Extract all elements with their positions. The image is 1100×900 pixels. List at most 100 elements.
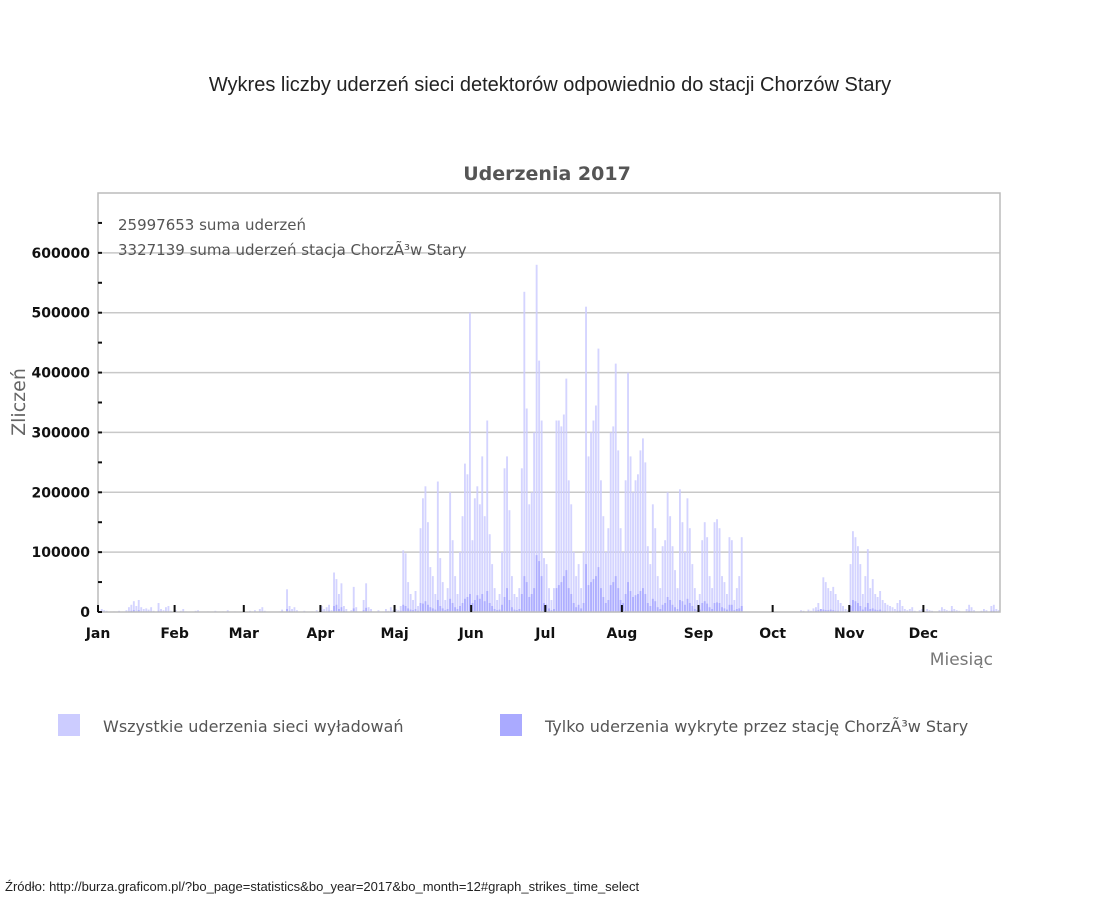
- bar-station-strikes: [852, 600, 854, 612]
- bar-station-strikes: [711, 609, 714, 612]
- bar-station-strikes: [602, 597, 605, 612]
- bar-all-strikes: [335, 579, 338, 612]
- bar-station-strikes: [876, 610, 879, 612]
- bar-station-strikes: [609, 585, 612, 612]
- bar-station-strikes: [439, 606, 442, 612]
- bar-station-strikes: [661, 604, 664, 612]
- bar-station-strikes: [701, 603, 704, 612]
- bar-all-strikes: [832, 586, 835, 612]
- bar-station-strikes: [419, 603, 422, 612]
- bar-station-strikes: [832, 610, 835, 612]
- bar-all-strikes: [226, 610, 229, 612]
- bar-station-strikes: [333, 606, 335, 612]
- bar-station-strikes: [570, 594, 573, 612]
- x-tick-label-jun: Jun: [458, 626, 484, 642]
- bar-all-strikes: [968, 604, 971, 612]
- bar-station-strikes: [491, 606, 494, 612]
- bar-station-strikes: [451, 603, 454, 612]
- bar-all-strikes: [604, 552, 607, 612]
- bar-station-strikes: [723, 608, 726, 612]
- bar-all-strikes: [703, 522, 706, 612]
- bar-all-strikes: [812, 608, 815, 612]
- bar-all-strikes: [918, 610, 921, 612]
- bar-all-strikes: [733, 600, 736, 612]
- bar-all-strikes: [921, 609, 924, 612]
- bar-station-strikes: [827, 610, 830, 612]
- bar-all-strikes: [402, 550, 405, 612]
- bar-all-strikes: [688, 528, 691, 612]
- bar-all-strikes: [849, 564, 852, 612]
- y-tick-label: 300000: [32, 425, 91, 441]
- bar-station-strikes: [422, 603, 424, 612]
- bar-all-strikes: [501, 552, 503, 612]
- bar-station-strikes: [414, 609, 417, 612]
- bar-all-strikes: [434, 594, 437, 612]
- bar-all-strikes: [580, 588, 583, 612]
- bar-all-strikes: [535, 264, 538, 612]
- bar-all-strikes: [669, 516, 672, 612]
- bar-station-strikes: [404, 606, 407, 612]
- bar-station-strikes: [617, 588, 620, 612]
- bar-all-strikes: [562, 414, 565, 612]
- bar-station-strikes: [540, 576, 543, 612]
- bar-station-strikes: [575, 607, 578, 612]
- bar-all-strikes: [350, 610, 353, 612]
- bar-station-strikes: [822, 609, 825, 612]
- bar-all-strikes: [377, 610, 380, 612]
- bar-all-strikes: [367, 607, 370, 612]
- bar-station-strikes: [819, 609, 822, 612]
- bar-all-strikes: [973, 610, 975, 612]
- bar-station-strikes: [698, 609, 701, 612]
- bar-all-strikes: [597, 348, 600, 612]
- bar-all-strikes: [540, 420, 543, 612]
- bar-station-strikes: [693, 609, 696, 612]
- bar-all-strikes: [983, 609, 985, 612]
- bar-station-strikes: [340, 607, 343, 612]
- bar-station-strikes: [656, 607, 659, 612]
- bar-all-strikes: [844, 609, 847, 612]
- bar-station-strikes: [286, 609, 288, 612]
- bar-station-strikes: [511, 607, 513, 612]
- bar-station-strikes: [874, 609, 877, 612]
- bar-station-strikes: [706, 603, 709, 612]
- bar-all-strikes: [997, 610, 1000, 612]
- bar-all-strikes: [666, 492, 669, 612]
- bar-all-strikes: [333, 572, 335, 612]
- bar-all-strikes: [513, 594, 516, 612]
- bar-all-strikes: [174, 610, 177, 612]
- bar-station-strikes: [444, 610, 447, 612]
- bar-all-strikes: [135, 606, 138, 612]
- bar-station-strikes: [721, 607, 723, 612]
- bar-station-strikes: [854, 601, 857, 612]
- bar-station-strikes: [562, 576, 565, 612]
- bar-all-strikes: [459, 552, 461, 612]
- bar-all-strikes: [866, 549, 869, 612]
- bar-all-strikes: [881, 600, 884, 612]
- bar-all-strikes: [716, 519, 718, 612]
- bar-all-strikes: [340, 583, 343, 612]
- bar-all-strikes: [422, 498, 424, 612]
- bar-station-strikes: [436, 600, 439, 612]
- bar-station-strikes: [726, 609, 728, 612]
- bar-all-strikes: [476, 486, 479, 612]
- bar-all-strikes: [679, 489, 681, 612]
- bar-station-strikes: [864, 607, 867, 612]
- bar-all-strikes: [585, 306, 587, 612]
- bar-all-strikes: [859, 564, 862, 612]
- bar-all-strikes: [723, 582, 726, 612]
- bar-station-strikes: [362, 610, 365, 612]
- bar-station-strikes: [543, 603, 545, 612]
- bar-station-strikes: [646, 603, 649, 612]
- bar-station-strikes: [730, 604, 733, 612]
- bar-all-strikes: [399, 606, 402, 612]
- bar-all-strikes: [656, 576, 659, 612]
- y-tick-label: 400000: [32, 366, 91, 382]
- bar-station-strikes: [545, 604, 548, 612]
- bar-all-strikes: [926, 609, 929, 612]
- bar-all-strikes: [518, 588, 521, 612]
- bar-all-strikes: [160, 609, 162, 612]
- bar-all-strikes: [167, 606, 170, 612]
- bar-all-strikes: [493, 588, 496, 612]
- bar-station-strikes: [639, 591, 642, 612]
- bar-station-strikes: [501, 604, 503, 612]
